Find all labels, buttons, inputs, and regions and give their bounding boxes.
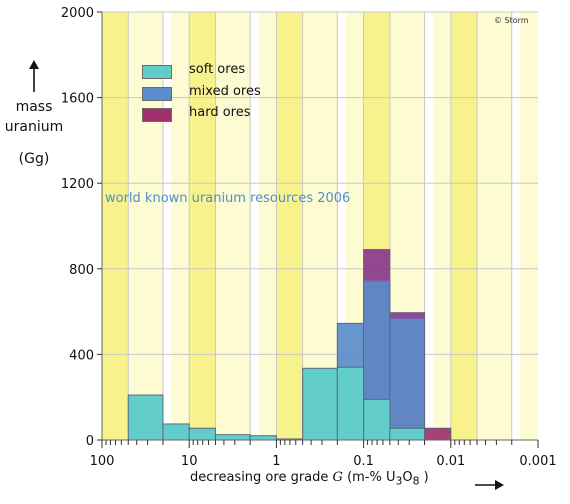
x-tick-label: 10 <box>181 454 198 469</box>
background-band <box>450 12 478 440</box>
x-tick-label: 1 <box>272 454 280 469</box>
x-axis-unit-pre: (m-% U <box>347 470 396 485</box>
credit-text: © Storm <box>494 16 529 25</box>
legend-swatch-mixed <box>142 86 172 101</box>
legend-swatch-hard <box>142 108 172 122</box>
x-axis-unit-sub2: 8 <box>412 474 420 488</box>
background-band <box>433 12 451 440</box>
background-band <box>276 12 303 440</box>
bar-soft <box>389 427 426 441</box>
y-tick-label: 0 <box>86 434 94 449</box>
x-tick-label: 0.1 <box>353 454 374 469</box>
background-band <box>337 12 346 440</box>
background-band <box>162 12 172 440</box>
background-band <box>477 12 512 440</box>
x-axis-label: decreasing ore grade G (m-% U3O8 ) <box>190 470 429 488</box>
x-axis-unit-sub1: 3 <box>395 474 403 488</box>
y-tick-label: 2000 <box>61 6 94 21</box>
x-axis-arrow <box>475 480 504 490</box>
bar-soft <box>214 434 251 441</box>
bar-overlap-band <box>364 249 389 282</box>
background-band <box>215 12 251 440</box>
x-tick-label: 100 <box>90 454 115 469</box>
y-axis-arrow <box>0 60 68 94</box>
bar-hard <box>424 427 452 441</box>
x-tick-label: 0.001 <box>519 454 556 469</box>
background-band <box>424 12 434 440</box>
x-axis-label-symbol: G <box>332 470 343 485</box>
background-band <box>258 12 277 440</box>
bar-soft <box>363 398 391 441</box>
background-band <box>511 12 521 440</box>
background-band <box>250 12 259 440</box>
bar-soft <box>162 423 190 441</box>
x-axis-label-text: decreasing ore grade <box>190 470 329 485</box>
background-band <box>128 12 163 440</box>
bar-soft <box>249 435 277 441</box>
y-axis-label-line2: uranium <box>4 119 64 135</box>
y-tick-label: 800 <box>69 263 94 278</box>
y-tick-label: 1200 <box>61 177 94 192</box>
legend-swatch-soft <box>142 65 172 79</box>
legend-label-hard: hard ores <box>189 105 251 120</box>
legend-label-soft: soft ores <box>189 62 246 77</box>
y-axis-label-line1: mass <box>15 99 53 115</box>
background-band <box>102 12 129 440</box>
background-band <box>171 12 190 440</box>
background-band <box>189 12 216 440</box>
bar-soft <box>336 366 365 441</box>
y-tick-label: 1600 <box>61 92 94 107</box>
legend-label-mixed: mixed ores <box>189 83 261 99</box>
bar-mixed <box>389 316 426 441</box>
background-band <box>520 12 538 440</box>
y-tick-label: 400 <box>69 348 94 363</box>
x-axis-unit-post: ) <box>419 470 429 485</box>
bar-soft <box>127 394 164 441</box>
y-axis-unit: (Gg) <box>18 151 50 167</box>
chart-annotation: world known uranium resources 2006 <box>105 191 351 206</box>
x-axis-unit-mid: O <box>402 470 413 485</box>
bar-soft <box>302 367 338 441</box>
bar-soft <box>188 427 216 441</box>
bar-overlap-band <box>390 312 424 319</box>
x-tick-label: 0.01 <box>436 454 465 469</box>
